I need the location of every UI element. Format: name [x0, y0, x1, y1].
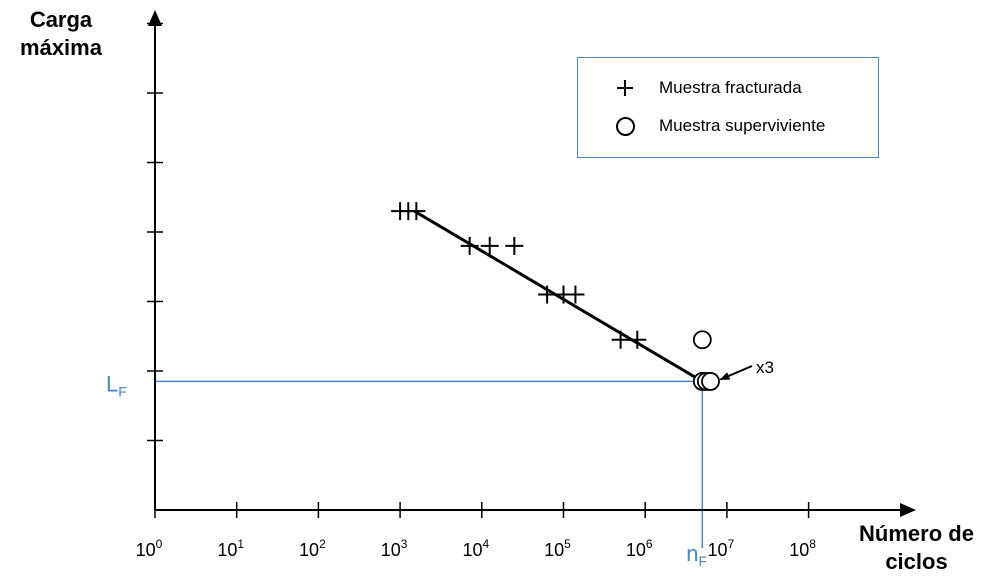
- reference-label-x: nF: [686, 541, 707, 569]
- x-tick-label: 102: [299, 537, 326, 560]
- fractured-sample-point: [460, 236, 479, 255]
- x-axis-label-line-2: ciclos: [885, 549, 948, 574]
- plus-marker-icon: [614, 78, 638, 98]
- circle-marker-icon: [614, 116, 638, 136]
- y-axis-label-line-2: máxima: [20, 35, 102, 60]
- fractured-sample-point: [628, 330, 647, 349]
- x-axis-arrow: [900, 503, 916, 517]
- x-tick-label: 100: [136, 537, 163, 560]
- y-axis-label: Carga máxima: [0, 6, 122, 62]
- x-axis-label-line-1: Número de: [859, 521, 974, 546]
- surviving-sample-point: [692, 330, 712, 350]
- surviving-sample-point: [701, 372, 720, 391]
- fractured-sample-point: [538, 285, 557, 304]
- x-tick-label: 103: [381, 537, 408, 560]
- fractured-sample-point: [407, 202, 426, 221]
- legend: Muestra fracturada Muestra superviviente: [577, 57, 879, 158]
- annotation-arrow: [719, 365, 753, 381]
- legend-item-superviviente: Muestra superviviente: [614, 116, 825, 136]
- annotation-label: x3: [756, 358, 774, 377]
- fractured-sample-point: [611, 330, 630, 349]
- y-axis-arrow: [148, 10, 162, 26]
- fractured-sample-point: [505, 236, 524, 255]
- y-axis-label-line-1: Carga: [29, 7, 93, 32]
- fractured-sample-point: [566, 285, 585, 304]
- x-axis-label: Número de ciclos: [838, 520, 995, 576]
- x-tick-label: 108: [789, 537, 816, 560]
- legend-label-fracturada: Muestra fracturada: [659, 78, 802, 97]
- legend-item-fracturada: Muestra fracturada: [614, 78, 802, 98]
- x-tick-label: 101: [217, 537, 244, 560]
- x-tick-label: 107: [708, 537, 735, 560]
- legend-label-superviviente: Muestra superviviente: [659, 116, 826, 135]
- fit-line: [413, 209, 704, 383]
- x-tick-label: 105: [544, 537, 571, 560]
- reference-label-y: LF: [106, 371, 127, 399]
- x-tick-label: 106: [626, 537, 653, 560]
- x-tick-label: 104: [462, 537, 489, 560]
- fractured-sample-point: [480, 236, 499, 255]
